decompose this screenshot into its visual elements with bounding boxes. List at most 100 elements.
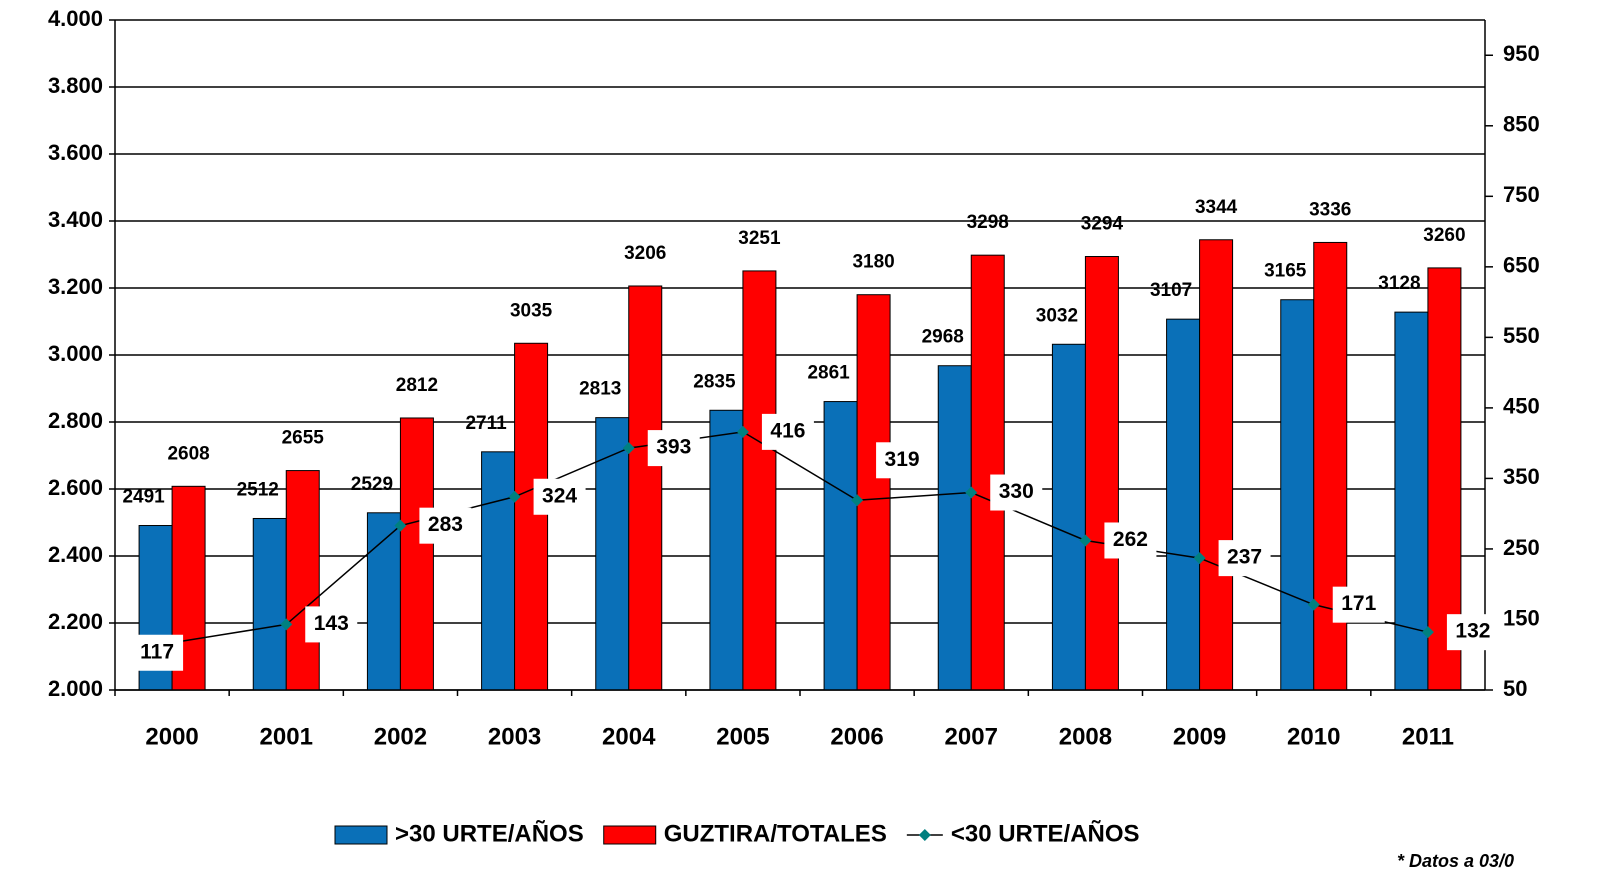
y2-tick-label: 250: [1503, 535, 1540, 560]
line-value-label: 330: [999, 480, 1034, 503]
bar-value-label: 3294: [1081, 214, 1124, 235]
marker: [1307, 598, 1320, 611]
bar: [937, 365, 972, 691]
x-tick-label: 2002: [374, 723, 427, 750]
value-label-box: [1218, 540, 1271, 577]
bar-value-label: 3032: [1036, 305, 1078, 326]
line-value-label: 262: [1113, 528, 1148, 551]
value-label-box: [305, 606, 358, 643]
bar: [856, 294, 891, 691]
bar-value-label: 3128: [1378, 273, 1420, 294]
value-label-box: [1332, 586, 1385, 623]
legend-swatch: [603, 825, 657, 845]
bar-value-label: 2812: [396, 375, 438, 396]
x-tick-label: 2001: [260, 723, 313, 750]
bar-value-label: 3165: [1264, 261, 1307, 282]
x-tick-label: 2006: [830, 723, 883, 750]
value-label-box: [533, 478, 586, 515]
y-tick-label: 2.600: [48, 475, 103, 500]
y2-tick-label: 350: [1503, 464, 1540, 489]
x-tick-label: 2008: [1059, 723, 1112, 750]
y2-tick-label: 150: [1503, 605, 1540, 630]
line-value-label: 143: [314, 612, 349, 635]
marker: [622, 442, 635, 455]
value-label-box: [647, 430, 700, 467]
bar-value-label: 3344: [1195, 197, 1238, 218]
bar-value-label: 2491: [122, 487, 165, 508]
bar-value-label: 2813: [579, 379, 621, 400]
y-tick-label: 3.000: [48, 341, 103, 366]
y-tick-label: 3.400: [48, 207, 103, 232]
x-tick-label: 2010: [1287, 723, 1340, 750]
bar: [514, 342, 549, 691]
marker: [851, 494, 864, 507]
bar-value-label: 2711: [465, 413, 507, 434]
line: [171, 431, 1429, 644]
line-value-label: 171: [1341, 592, 1376, 615]
legend-label: GUZTIRA/TOTALES: [664, 820, 887, 847]
marker: [1079, 534, 1092, 547]
line-value-label: 283: [428, 513, 463, 536]
bar: [709, 409, 744, 691]
marker: [508, 490, 521, 503]
x-tick-label: 2003: [488, 723, 541, 750]
line-value-label: 324: [542, 484, 577, 507]
y-tick-label: 2.000: [48, 676, 103, 701]
line-value-label: 416: [770, 419, 805, 442]
bar: [285, 470, 320, 691]
legend-label: <30 URTE/AÑOS: [951, 819, 1140, 847]
x-tick-label: 2000: [145, 723, 198, 750]
line-value-label: 132: [1455, 620, 1490, 643]
y-tick-label: 3.200: [48, 274, 103, 299]
bar: [399, 417, 434, 691]
bar-value-label: 2835: [693, 371, 736, 392]
bar: [742, 270, 777, 691]
y-tick-label: 3.600: [48, 140, 103, 165]
y2-tick-label: 550: [1503, 323, 1540, 348]
bar-value-label: 2655: [282, 428, 325, 449]
bar: [1051, 343, 1086, 691]
legend-label: >30 URTE/AÑOS: [395, 819, 584, 847]
value-label-box: [990, 474, 1043, 511]
bar: [1313, 241, 1348, 691]
line-value-label: 319: [885, 448, 920, 471]
bar: [1280, 299, 1315, 691]
bar: [1166, 318, 1201, 691]
bar: [823, 401, 858, 691]
bar: [481, 451, 516, 691]
y-tick-label: 4.000: [48, 6, 103, 31]
value-label-box: [761, 413, 814, 450]
bar: [1199, 239, 1234, 691]
bar: [252, 517, 287, 691]
bar-value-label: 3251: [738, 228, 781, 249]
y-tick-label: 2.800: [48, 408, 103, 433]
value-label-box: [419, 507, 472, 544]
marker: [280, 618, 293, 631]
x-tick-label: 2007: [945, 723, 998, 750]
bar-value-label: 3206: [624, 243, 666, 264]
y2-tick-label: 950: [1503, 41, 1540, 66]
y2-tick-label: 750: [1503, 182, 1540, 207]
x-tick-label: 2009: [1173, 723, 1226, 750]
bar: [595, 417, 630, 691]
y2-tick-label: 50: [1503, 676, 1527, 701]
value-label-box: [131, 634, 184, 671]
marker: [965, 486, 978, 499]
bar-value-label: 2608: [167, 443, 209, 464]
bar-value-label: 3180: [852, 252, 894, 273]
marker: [736, 425, 749, 438]
bar: [970, 254, 1005, 691]
bar-value-label: 3035: [510, 300, 553, 321]
legend-marker: [918, 829, 931, 841]
line-value-label: 237: [1227, 546, 1262, 569]
line-value-label: 117: [140, 640, 174, 663]
x-tick-label: 2004: [602, 723, 656, 750]
value-label-box: [1104, 522, 1157, 559]
marker: [1421, 626, 1434, 639]
bar: [1394, 311, 1429, 691]
y-tick-label: 3.800: [48, 73, 103, 98]
bar-value-label: 2529: [351, 474, 393, 495]
x-tick-label: 2011: [1402, 723, 1454, 750]
bar-value-label: 3336: [1309, 199, 1351, 220]
